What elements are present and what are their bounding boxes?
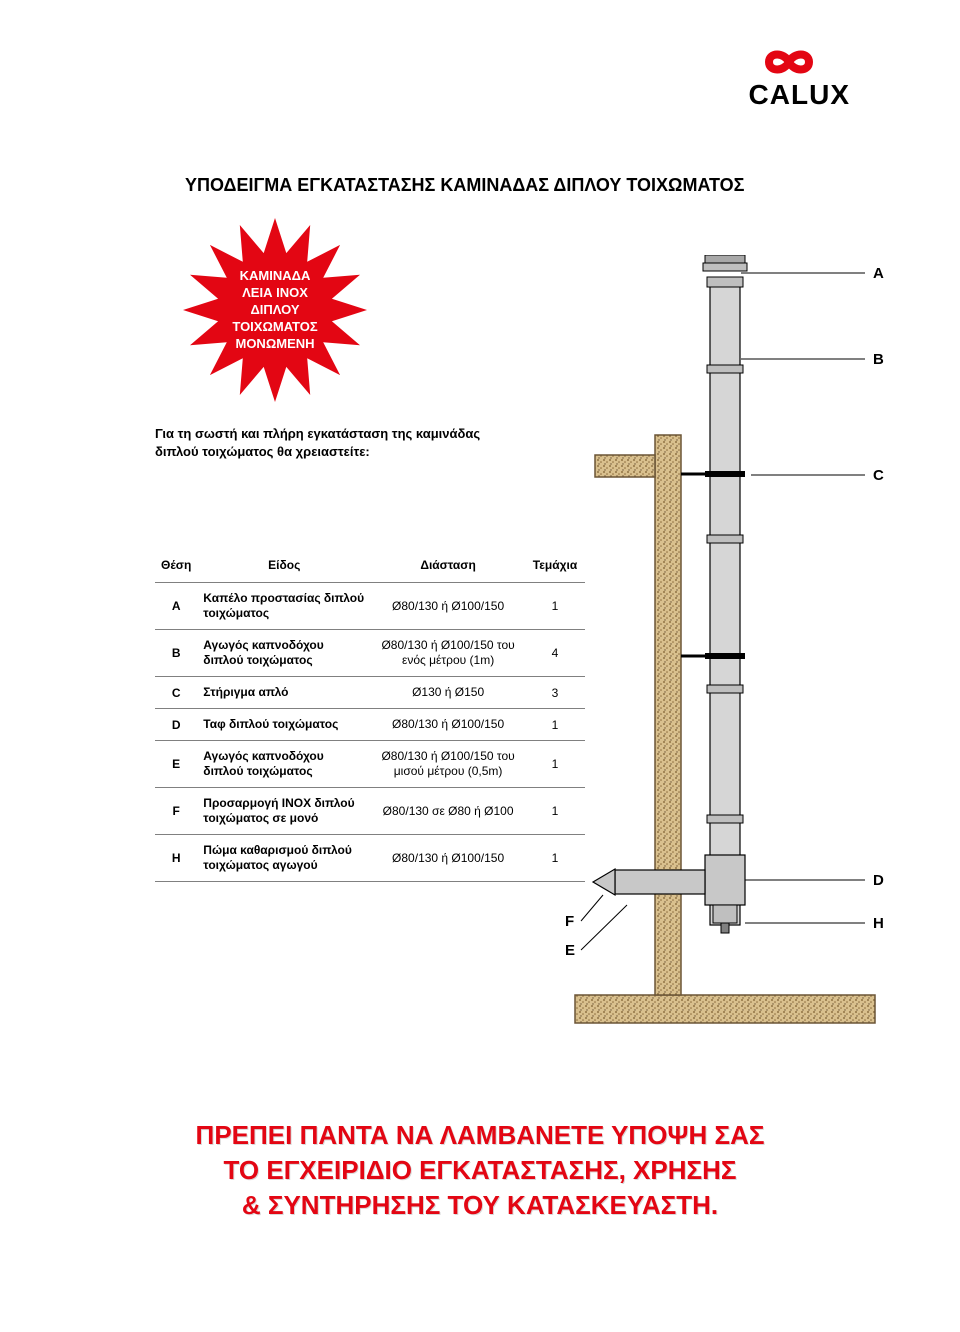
cell-position: B [155,630,197,677]
brand-logo: CALUX [749,45,850,111]
diagram-label-h: H [873,915,884,932]
table-row: EΑγωγός καπνοδόχου διπλού τοιχώματοςØ80/… [155,741,585,788]
specs-table: Θέση Είδος Διάσταση Τεμάχια AΚαπέλο προσ… [155,548,585,882]
infinity-icon [749,45,829,79]
cell-type: Πώμα καθαρισμού διπλού τοιχώματος αγωγού [197,835,371,882]
diagram-label-b: B [873,351,884,368]
cell-type: Καπέλο προστασίας διπλού τοιχώματος [197,583,371,630]
col-dimension: Διάσταση [371,548,525,583]
table-header-row: Θέση Είδος Διάσταση Τεμάχια [155,548,585,583]
page-title: ΥΠΟΔΕΙΓΜΑ ΕΓΚΑΤΑΣΤΑΣΗΣ ΚΑΜΙΝΑΔΑΣ ΔΙΠΛΟΥ … [185,175,744,196]
cell-position: D [155,709,197,741]
chimney-diagram: A B C D H FE [555,255,895,1035]
cell-type: Αγωγός καπνοδόχου διπλού τοιχώματος [197,741,371,788]
diagram-label-a: A [873,265,884,282]
cell-dimension: Ø80/130 ή Ø100/150 του ενός μέτρου (1m) [371,630,525,677]
cell-type: Προσαρμογή INOX διπλού τοιχώματος σε μον… [197,788,371,835]
diagram-label-f: F [565,913,574,930]
cell-dimension: Ø80/130 ή Ø100/150 [371,583,525,630]
cell-type: Αγωγός καπνοδόχου διπλού τοιχώματος [197,630,371,677]
cell-position: F [155,788,197,835]
table-row: HΠώμα καθαρισμού διπλού τοιχώματος αγωγο… [155,835,585,882]
col-type: Είδος [197,548,371,583]
diagram-label-d: D [873,872,884,889]
table-row: AΚαπέλο προστασίας διπλού τοιχώματοςØ80/… [155,583,585,630]
table-row: FΠροσαρμογή INOX διπλού τοιχώματος σε μο… [155,788,585,835]
footer-warning: ΠΡΕΠΕΙ ΠΑΝΤΑ ΝΑ ΛΑΜΒΑΝΕΤΕ ΥΠΟΨΗ ΣΑΣ ΤΟ Ε… [0,1118,960,1223]
cell-dimension: Ø130 ή Ø150 [371,677,525,709]
cell-type: Ταφ διπλού τοιχώματος [197,709,371,741]
table-row: DΤαφ διπλού τοιχώματοςØ80/130 ή Ø100/150… [155,709,585,741]
cell-dimension: Ø80/130 ή Ø100/150 του μισού μέτρου (0,5… [371,741,525,788]
starburst-text: ΚΑΜΙΝΑΔΑ ΛΕΙΑ INOX ΔΙΠΛΟΥ ΤΟΙΧΩΜΑΤΟΣ ΜΟΝ… [232,268,317,352]
diagram-label-c: C [873,467,884,484]
brand-name: CALUX [749,79,850,111]
diagram-label-e: E [565,942,575,959]
cell-dimension: Ø80/130 ή Ø100/150 [371,709,525,741]
promo-starburst: ΚΑΜΙΝΑΔΑ ΛΕΙΑ INOX ΔΙΠΛΟΥ ΤΟΙΧΩΜΑΤΟΣ ΜΟΝ… [180,215,370,405]
table-row: CΣτήριγμα απλόØ130 ή Ø1503 [155,677,585,709]
cell-position: C [155,677,197,709]
cell-position: H [155,835,197,882]
col-position: Θέση [155,548,197,583]
cell-type: Στήριγμα απλό [197,677,371,709]
table-row: BΑγωγός καπνοδόχου διπλού τοιχώματοςØ80/… [155,630,585,677]
cell-position: A [155,583,197,630]
cell-dimension: Ø80/130 ή Ø100/150 [371,835,525,882]
intro-text: Για τη σωστή και πλήρη εγκατάσταση της κ… [155,425,505,461]
diagram-svg [555,255,895,1035]
cell-position: E [155,741,197,788]
cell-dimension: Ø80/130 σε Ø80 ή Ø100 [371,788,525,835]
